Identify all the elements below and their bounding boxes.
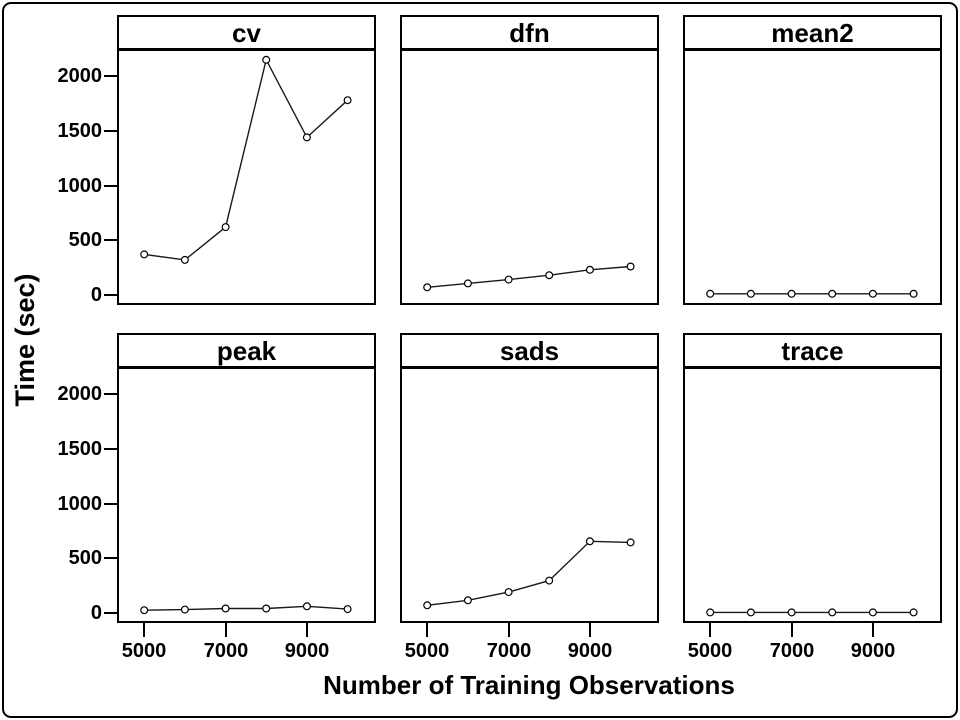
y-tick-mark	[104, 75, 117, 77]
trace-data-point	[746, 608, 755, 617]
y-tick-label: 2000	[57, 383, 103, 405]
dfn-data-point	[463, 279, 472, 288]
panel-cv: cv	[117, 15, 376, 305]
x-tick-mark	[508, 623, 510, 637]
sads-data-point	[463, 596, 472, 605]
dfn-data-point	[504, 275, 513, 284]
panel-mean2: mean2	[683, 15, 942, 305]
y-tick-mark	[104, 239, 117, 241]
mean2-data-point	[828, 289, 837, 298]
y-tick-mark	[104, 448, 117, 450]
sads-data-point	[585, 537, 594, 546]
dfn-data-point	[545, 271, 554, 280]
mean2-data-point	[706, 289, 715, 298]
peak-data-point	[221, 604, 230, 613]
sads-data-point	[423, 601, 432, 610]
y-tick-mark	[104, 185, 117, 187]
x-tick-label: 7000	[486, 640, 532, 662]
x-tick-label: 9000	[850, 640, 896, 662]
trace-line-chart	[706, 608, 918, 617]
mean2-line-chart	[706, 289, 918, 298]
peak-line	[144, 605, 348, 611]
y-tick-label: 2000	[57, 65, 103, 87]
dfn-data-point	[626, 262, 635, 271]
cv-line	[144, 57, 349, 261]
y-tick-label: 500	[68, 229, 102, 251]
dfn-line-chart	[423, 262, 635, 292]
cv-data-point	[180, 255, 189, 264]
y-tick-label: 0	[90, 284, 102, 306]
sads-data-point	[626, 538, 635, 547]
x-tick-mark	[589, 623, 591, 637]
cv-data-point	[262, 55, 271, 64]
peak-data-point	[262, 604, 271, 613]
y-tick-label: 1500	[57, 120, 103, 142]
y-axis-title: Time (sec)	[10, 273, 40, 407]
x-tick-label: 7000	[203, 640, 249, 662]
trace-data-point	[787, 608, 796, 617]
x-tick-label: 9000	[284, 640, 330, 662]
x-axis-title: Number of Training Observations	[323, 670, 735, 700]
y-tick-label: 0	[90, 602, 102, 624]
panel-peak: peak	[117, 333, 376, 623]
y-tick-label: 1000	[57, 493, 103, 515]
x-tick-mark	[709, 623, 711, 637]
mean2-data-point	[868, 289, 877, 298]
dfn-line	[427, 265, 631, 288]
y-tick-label: 500	[68, 547, 102, 569]
panel-title-dfn: dfn	[402, 17, 657, 51]
x-tick-mark	[225, 623, 227, 637]
sads-data-point	[504, 588, 513, 597]
x-tick-label: 5000	[687, 640, 733, 662]
trace-data-point	[706, 608, 715, 617]
cv-data-point	[343, 96, 352, 105]
y-tick-mark	[104, 393, 117, 395]
y-tick-mark	[104, 612, 117, 614]
panel-title-peak: peak	[119, 335, 374, 369]
dfn-data-point	[423, 283, 432, 292]
panel-title-trace: trace	[685, 335, 940, 369]
peak-data-point	[343, 605, 352, 614]
x-tick-mark	[426, 623, 428, 637]
panel-dfn: dfn	[400, 15, 659, 305]
cv-line-chart	[140, 55, 352, 264]
x-tick-label: 7000	[769, 640, 815, 662]
x-tick-mark	[872, 623, 874, 637]
y-tick-mark	[104, 130, 117, 132]
y-tick-label: 1000	[57, 175, 103, 197]
peak-data-point	[302, 602, 311, 611]
y-tick-label: 1500	[57, 438, 103, 460]
y-tick-mark	[104, 294, 117, 296]
panel-title-sads: sads	[402, 335, 657, 369]
x-tick-mark	[306, 623, 308, 637]
sads-data-point	[545, 576, 554, 585]
cv-data-point	[221, 223, 230, 232]
panel-title-cv: cv	[119, 17, 374, 51]
sads-line	[427, 540, 631, 606]
trace-data-point	[828, 608, 837, 617]
peak-data-point	[140, 606, 149, 615]
x-tick-mark	[791, 623, 793, 637]
x-tick-mark	[143, 623, 145, 637]
mean2-data-point	[787, 289, 796, 298]
sads-line-chart	[423, 537, 635, 610]
peak-line-chart	[140, 602, 352, 615]
x-tick-label: 5000	[121, 640, 167, 662]
x-tick-label: 9000	[567, 640, 613, 662]
panel-title-mean2: mean2	[685, 17, 940, 51]
trace-data-point	[909, 608, 918, 617]
dfn-data-point	[585, 265, 594, 274]
y-tick-mark	[104, 503, 117, 505]
cv-data-point	[302, 133, 311, 142]
mean2-data-point	[746, 289, 755, 298]
x-tick-label: 5000	[404, 640, 450, 662]
mean2-data-point	[909, 289, 918, 298]
trace-data-point	[868, 608, 877, 617]
panel-sads: sads	[400, 333, 659, 623]
y-tick-mark	[104, 557, 117, 559]
panel-trace: trace	[683, 333, 942, 623]
cv-data-point	[140, 250, 149, 259]
peak-data-point	[180, 605, 189, 614]
